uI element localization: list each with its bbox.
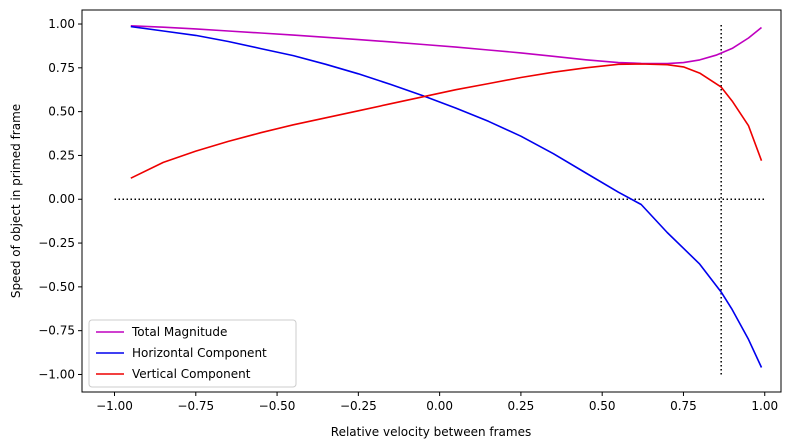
legend-box [88,319,297,388]
y-tick-label: 0.25 [48,148,75,162]
y-axis-label: Speed of object in primed frame [9,104,23,298]
x-axis-ticks: −1.00 −0.75 −0.50 −0.25 0.00 0.25 0.50 0.75 1.00 [96,392,778,413]
y-tick-label: 1.00 [48,17,75,31]
total-magnitude-line [130,25,763,65]
y-tick-label: 0.75 [48,61,75,75]
reference-lines [114,24,765,375]
x-axis-label: Relative velocity between frames [331,425,531,439]
x-tick-label: 1.00 [751,399,778,413]
x-tick-label: 0.75 [670,399,697,413]
x-tick-label: −0.25 [340,399,377,413]
horizontal-component-line [130,25,763,368]
legend: Total Magnitude Horizontal Component Verti… [88,319,297,388]
x-tick-label: 0.00 [426,399,453,413]
x-tick-label: 0.25 [508,399,535,413]
y-axis-ticks: 1.00 0.75 0.50 0.25 0.00 −0.25 −0.50 −0.75 −1.00 [38,17,82,381]
legend-label-total-magnitude: Total Magnitude [131,325,227,339]
x-tick-label: −0.50 [259,399,296,413]
series-lines [130,25,763,368]
y-tick-label: −1.00 [38,367,75,381]
x-tick-label: −0.75 [177,399,214,413]
plot-frame [81,9,782,393]
y-tick-label: −0.75 [38,324,75,338]
vertical-component-line [130,63,763,179]
legend-label-horizontal-component: Horizontal Component [132,346,267,360]
y-tick-label: −0.50 [38,280,75,294]
x-tick-label: 0.50 [589,399,616,413]
x-tick-label: −1.00 [96,399,133,413]
legend-label-vertical-component: Vertical Component [132,367,251,381]
y-tick-label: 0.00 [48,192,75,206]
y-tick-label: −0.25 [38,236,75,250]
y-tick-label: 0.50 [48,105,75,119]
